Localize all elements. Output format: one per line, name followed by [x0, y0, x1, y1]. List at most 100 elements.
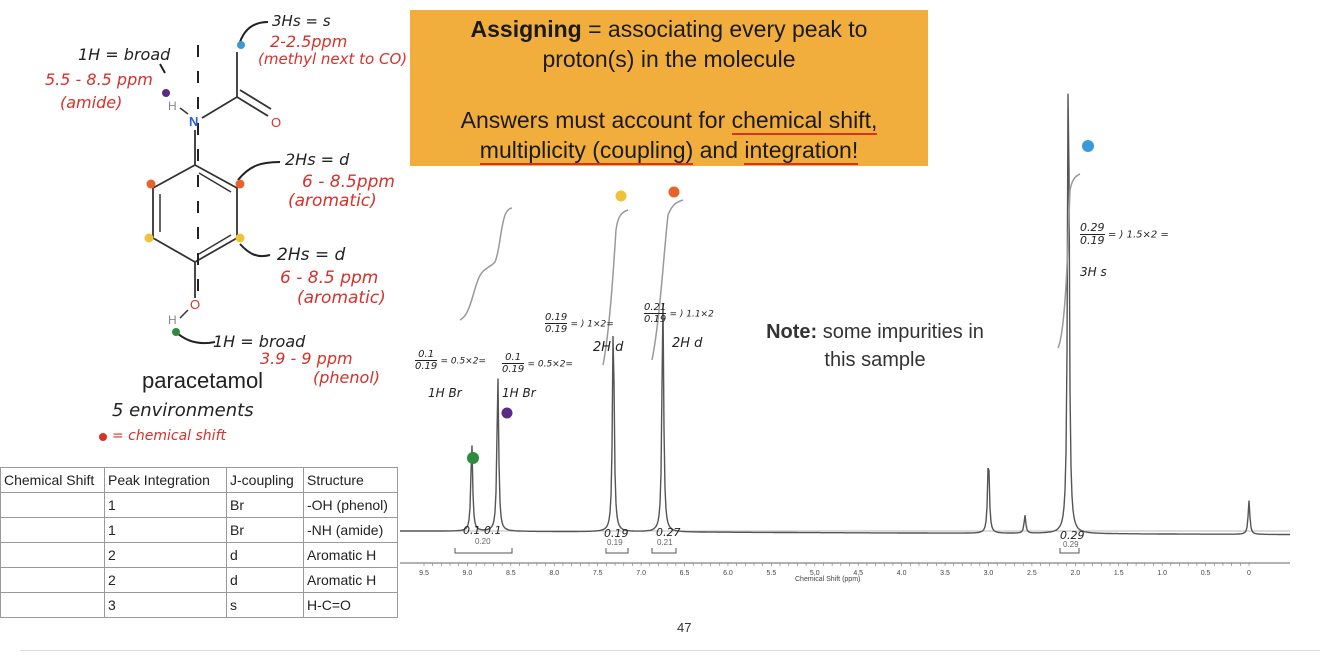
table-cell[interactable]: -OH (phenol) [303, 492, 398, 518]
aromatic1-annotation-1: 2Hs = d [285, 150, 350, 169]
calc-rest: = ) 1.5×2 = [1108, 229, 1169, 241]
carbonyl-o-atom: O [271, 115, 282, 130]
peak-dot-aromatic-2 [668, 186, 680, 198]
x-tick-label: 5.5 [767, 570, 777, 577]
table-cell[interactable]: Aromatic H [303, 542, 398, 568]
calc-rest: = ) 1.1×2 [669, 309, 714, 320]
integration-hand: 0.1 0.1 [463, 524, 502, 537]
x-tick-label: 8.5 [506, 570, 516, 577]
table-cell[interactable] [0, 567, 105, 593]
phenol-annotation-1: 1H = broad [213, 332, 306, 351]
peak-dot-methyl [1082, 140, 1094, 152]
x-tick-label: 2.5 [1027, 570, 1037, 577]
aromatic2-annotation-3: (aromatic) [297, 288, 386, 308]
bottom-divider [20, 650, 1320, 651]
molecule-name: paracetamol [142, 368, 264, 393]
phenol-annotation-3: (phenol) [313, 368, 380, 387]
x-tick-label: 9.5 [419, 570, 429, 577]
peak-dot-phenol [467, 452, 479, 464]
integration-curve [459, 207, 513, 321]
calc-num: 0.29 [1080, 221, 1105, 235]
phenol-annotation-2: 3.9 - 9 ppm [260, 349, 353, 368]
aromatic1-annotation-2: 6 - 8.5ppm [302, 172, 395, 192]
integration-bracket [1059, 548, 1080, 554]
calc-label: 3H s [1080, 265, 1107, 279]
impurity-note: Note: some impurities in this sample [762, 318, 988, 374]
amide-annotation-2: 5.5 - 8.5 ppm [45, 70, 153, 89]
integration-printed: 0.21 [657, 538, 673, 547]
aromatic2-annotation-1: 2Hs = d [277, 245, 346, 265]
assigning-callout: Assigning = associating every peak to pr… [410, 10, 928, 166]
calc-rest: = 0.5×2= [440, 356, 486, 367]
integration-hand: 0.29 [1060, 529, 1085, 542]
callout-integration: integration! [744, 137, 859, 165]
table-cell[interactable]: H-C=O [303, 592, 398, 618]
table-row: 2 d Aromatic H [0, 542, 398, 568]
calc-num: 0.19 [545, 312, 568, 324]
table-header-row: Chemical Shift Peak Integration J-coupli… [0, 467, 398, 493]
calc-5: 0.29 0.19 = ) 1.5×2 = [1080, 222, 1169, 247]
calc-num: 0.1 [415, 349, 438, 361]
x-tick-label: 4.0 [897, 570, 907, 577]
assignment-table: Chemical Shift Peak Integration J-coupli… [0, 467, 398, 618]
peak-dot-aromatic-1 [615, 190, 627, 202]
legend-annotation: = chemical shift [112, 428, 226, 444]
calc-3: 0.19 0.19 = ) 1×2= [545, 312, 614, 335]
integration-printed: 0.29 [1063, 540, 1079, 549]
integration-curve [651, 199, 684, 361]
table-cell[interactable]: 3 [104, 592, 227, 618]
table-cell[interactable] [0, 592, 105, 618]
phenol-h-atom: H [168, 313, 177, 327]
x-tick-label: 8.0 [549, 570, 559, 577]
table-cell[interactable]: Br [226, 517, 304, 543]
x-tick-label: 2.0 [1070, 570, 1080, 577]
callout-line1: = associating every peak to [581, 16, 868, 42]
x-tick-label: 6.0 [723, 570, 733, 577]
peak-dot-amide [501, 407, 513, 419]
paracetamol-structure [99, 21, 281, 441]
table-cell[interactable]: Br [226, 492, 304, 518]
calc-label: 1H Br [502, 386, 536, 400]
table-cell[interactable]: d [226, 542, 304, 568]
x-tick-label: 7.0 [636, 570, 646, 577]
calc-2: 0.1 0.19 = 0.5×2= [502, 352, 573, 375]
calc-4: 0.21 0.19 = ) 1.1×2 [644, 302, 714, 325]
integration-printed: 0.20 [475, 537, 491, 546]
x-tick-label: 4.5 [853, 570, 863, 577]
integration-curve [1057, 173, 1081, 349]
x-tick-label: 0 [1247, 570, 1251, 577]
integration-bracket [454, 548, 513, 554]
note-text: some impurities in this sample [817, 321, 984, 371]
calc-rest: = ) 1×2= [570, 319, 614, 330]
x-axis: 9.5 9.0 8.5 8.0 7.5 7.0 6.5 6.0 5.5 5.0 4.5 4.0 3.5 3… [400, 562, 1290, 577]
x-tick-label: 9.0 [463, 570, 473, 577]
callout-bold: Assigning [470, 16, 582, 42]
calc-rest: = 0.5×2= [527, 359, 573, 370]
calc-den: 0.19 [415, 361, 438, 372]
table-cell[interactable] [0, 492, 105, 518]
callout-line3: Answers must account for [460, 107, 732, 133]
calc-label: 2H d [593, 340, 624, 355]
integration-hand: 0.19 [604, 527, 629, 540]
methyl-annotation-1: 3Hs = s [272, 12, 331, 30]
x-tick-label: 5.0 [810, 570, 820, 577]
x-tick-label: 1.0 [1157, 570, 1167, 577]
environments-annotation: 5 environments [112, 400, 254, 421]
table-cell[interactable]: s [226, 592, 304, 618]
amide-annotation-1: 1H = broad [78, 45, 171, 64]
calc-1: 0.1 0.19 = 0.5×2= [415, 349, 486, 372]
calc-den: 0.19 [644, 314, 667, 325]
callout-chemical-shift: chemical shift, [731, 107, 878, 135]
calc-label: 2H d [672, 336, 703, 351]
nitrogen-atom: N [189, 114, 199, 129]
table-cell[interactable]: 2 [104, 567, 227, 593]
calc-label: 1H Br [428, 386, 462, 400]
callout-multiplicity: multiplicity (coupling) [479, 137, 694, 165]
phenol-o-atom: O [190, 297, 201, 312]
table-row: 1 Br -OH (phenol) [0, 492, 398, 518]
x-tick-label: 0.5 [1201, 570, 1211, 577]
methyl-annotation-2: 2-2.5ppm [270, 32, 348, 51]
x-tick-label: 7.5 [593, 570, 603, 577]
amide-h-atom: H [168, 99, 177, 113]
